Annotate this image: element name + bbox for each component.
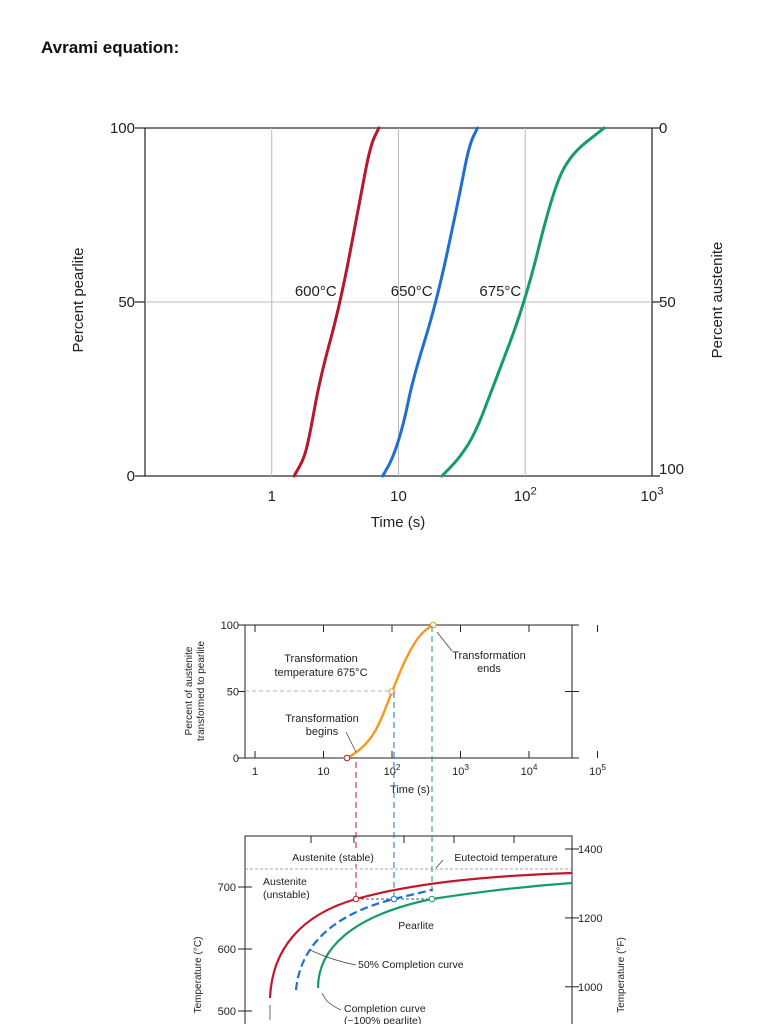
chart2-annotation-begins-2: begins xyxy=(306,726,339,738)
chart2-ends-pointer xyxy=(436,631,453,652)
chart1-series: 600°C 650°C 675°C xyxy=(292,126,606,478)
chart1-ylabel: Percent pearlite xyxy=(70,247,87,352)
chart2-ytick-2: 100 xyxy=(221,620,239,632)
chart2-annotation-temperature-1: Transformation xyxy=(284,653,358,665)
chart2-annotation-ends-1: Transformation xyxy=(452,650,526,662)
label-fifty-curve: 50% Completion curve xyxy=(358,959,464,971)
chart1-series-label-2: 675°C xyxy=(479,283,521,300)
chart3-ticks: 500 600 700 1000 1200 1400 xyxy=(218,836,602,1018)
chart2-xtick-0: 1 xyxy=(252,766,258,778)
chart3-ytick-2: 700 xyxy=(218,882,236,894)
chart1-ticks: 1 10 102 103 0 50 100 0 50 100 xyxy=(110,120,684,505)
chart2-series xyxy=(343,621,437,762)
label-completion-curve: Completion curve xyxy=(344,1003,426,1015)
eutectoid-pointer xyxy=(435,859,444,869)
chart2-xtick-1: 10 xyxy=(317,766,329,778)
completion-curve xyxy=(316,881,573,989)
chart2-annotation-begins-1: Transformation xyxy=(285,713,359,725)
chart3-ylabel: Temperature (°C) xyxy=(193,937,204,1014)
chart2-xtick-5: 105 xyxy=(589,763,606,778)
chart1-xlabel: Time (s) xyxy=(371,514,425,531)
chart3-ytick-right-0: 1000 xyxy=(578,982,602,994)
chart1-grid xyxy=(145,128,652,476)
chart1-series-line-1 xyxy=(381,126,479,478)
chart1-ytick-right-2: 100 xyxy=(659,461,684,478)
chart3-ytick-1: 600 xyxy=(218,944,236,956)
fifty-curve xyxy=(294,888,434,991)
chart2-point-1 xyxy=(388,688,396,695)
chart2-annotation-ends-2: ends xyxy=(477,663,501,675)
chart2-ylabel-line2: transformed to pearlite xyxy=(196,641,207,741)
chart2-point-0 xyxy=(343,754,351,762)
chart2-ytick-0: 0 xyxy=(233,753,239,765)
chart2-xtick-3: 103 xyxy=(452,763,469,778)
chart1-ytick-right-0: 0 xyxy=(659,120,667,137)
chart2-point-2 xyxy=(429,621,437,629)
chart1-xtick-3: 103 xyxy=(641,485,664,505)
chart3-ytick-right-1: 1200 xyxy=(578,913,602,925)
chart3-ytick-right-2: 1400 xyxy=(578,844,602,856)
chart2-annotation-temperature-2: temperature 675°C xyxy=(274,667,367,679)
avrami-chart: 1 10 102 103 0 50 100 0 50 100 600°C 650°C 675°C Ti… xyxy=(70,120,726,531)
point-begin xyxy=(352,895,360,903)
label-austenite-unstable-1: Austenite xyxy=(263,876,307,888)
chart2-ticks: 1 10 102 103 104 105 0 50 100 xyxy=(221,620,607,778)
chart3-ylabel-right: Temperature (°F) xyxy=(616,937,627,1013)
chart1-xtick-2: 102 xyxy=(514,485,537,505)
label-pearlite: Pearlite xyxy=(398,920,434,932)
chart1-xtick-0: 1 xyxy=(268,488,276,505)
label-completion-sub: (~100% pearlite) xyxy=(344,1015,421,1024)
chart1-ytick-right-1: 50 xyxy=(659,294,676,311)
chart2-series-line-0 xyxy=(346,623,434,760)
chart1-xtick-1: 10 xyxy=(390,488,407,505)
fifty-pointer xyxy=(309,949,357,966)
chart3-plot-frame xyxy=(244,835,573,1024)
point-end xyxy=(428,895,436,903)
chart1-ytick-2: 100 xyxy=(110,120,135,137)
chart2-begins-pointer xyxy=(345,731,357,753)
point-fifty xyxy=(390,895,398,903)
completion-pointer xyxy=(321,992,342,1011)
page-heading: Avrami equation: xyxy=(41,38,180,57)
chart1-series-line-2 xyxy=(440,126,606,478)
chart2-plot-frame xyxy=(244,624,573,759)
chart1-ylabel-right: Percent austenite xyxy=(709,242,726,359)
chart1-ytick-0: 0 xyxy=(127,468,135,485)
chart3-ytick-0: 500 xyxy=(218,1006,236,1018)
label-austenite-unstable-2: (unstable) xyxy=(263,889,310,901)
chart2-xtick-4: 104 xyxy=(521,763,538,778)
label-austenite-stable: Austenite (stable) xyxy=(292,852,374,864)
chart1-series-line-0 xyxy=(292,126,381,478)
label-eutectoid: Eutectoid temperature xyxy=(454,852,557,864)
chart1-series-label-1: 650°C xyxy=(391,283,433,300)
chart2-ylabel-line1: Percent of austenite xyxy=(184,646,195,735)
chart1-ytick-1: 50 xyxy=(118,294,135,311)
start-curve xyxy=(268,871,573,999)
chart2-xtick-2: 102 xyxy=(384,763,401,778)
chart1-series-label-0: 600°C xyxy=(295,283,337,300)
chart2-xlabel: Time (s) xyxy=(390,784,430,796)
chart2-ytick-1: 50 xyxy=(227,687,239,699)
